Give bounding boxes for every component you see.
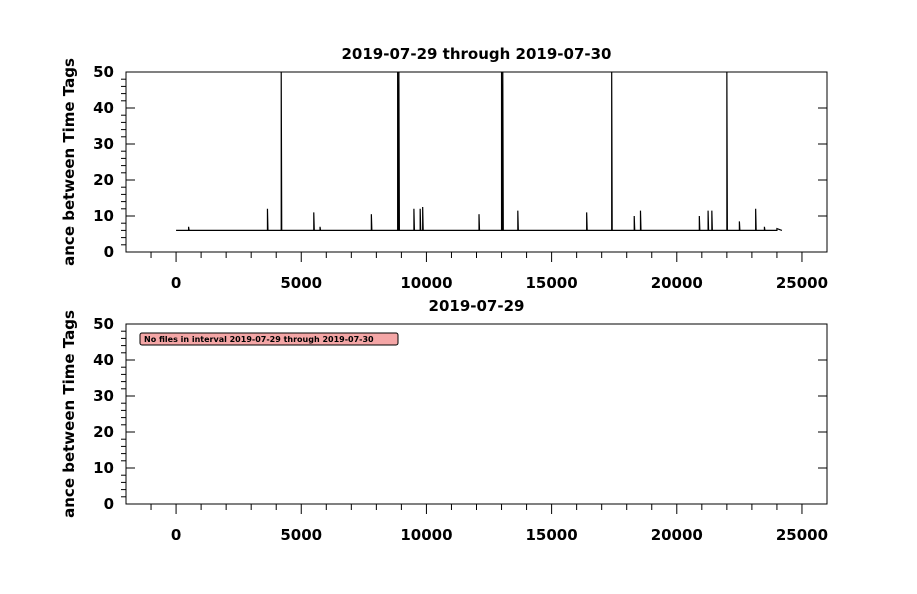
x-tick-label: 15000 xyxy=(526,526,578,544)
y-tick-label: 10 xyxy=(93,207,114,225)
x-tick-label: 10000 xyxy=(400,526,452,544)
data-line xyxy=(176,71,783,231)
plot-frame xyxy=(125,71,828,253)
x-tick-label: 10000 xyxy=(400,274,452,292)
chart-title: 2019-07-29 xyxy=(429,297,525,315)
x-tick-label: 5000 xyxy=(280,274,322,292)
x-tick-label: 0 xyxy=(171,526,181,544)
y-axis-label: ance between Time Tags xyxy=(60,58,78,266)
annotation-box xyxy=(139,332,399,346)
x-tick-label: 0 xyxy=(171,274,181,292)
y-tick-label: 0 xyxy=(104,495,114,513)
x-tick-label: 5000 xyxy=(280,526,322,544)
y-tick-label: 50 xyxy=(93,315,114,333)
y-tick-label: 50 xyxy=(93,63,114,81)
y-tick-label: 20 xyxy=(93,171,114,189)
x-tick-label: 15000 xyxy=(526,274,578,292)
plot-frame xyxy=(125,323,828,505)
annotation: No files in interval 2019-07-29 through … xyxy=(144,335,374,344)
y-tick-label: 0 xyxy=(104,243,114,261)
y-tick-label: 30 xyxy=(93,135,114,153)
y-tick-label: 40 xyxy=(93,99,114,117)
x-tick-label: 20000 xyxy=(651,526,703,544)
y-tick-label: 40 xyxy=(93,351,114,369)
chart-title: 2019-07-29 through 2019-07-30 xyxy=(342,45,612,63)
x-tick-label: 25000 xyxy=(776,526,828,544)
y-axis-label: ance between Time Tags xyxy=(60,310,78,518)
y-tick-label: 10 xyxy=(93,459,114,477)
y-tick-label: 20 xyxy=(93,423,114,441)
x-tick-label: 25000 xyxy=(776,274,828,292)
x-tick-label: 20000 xyxy=(651,274,703,292)
y-tick-label: 30 xyxy=(93,387,114,405)
